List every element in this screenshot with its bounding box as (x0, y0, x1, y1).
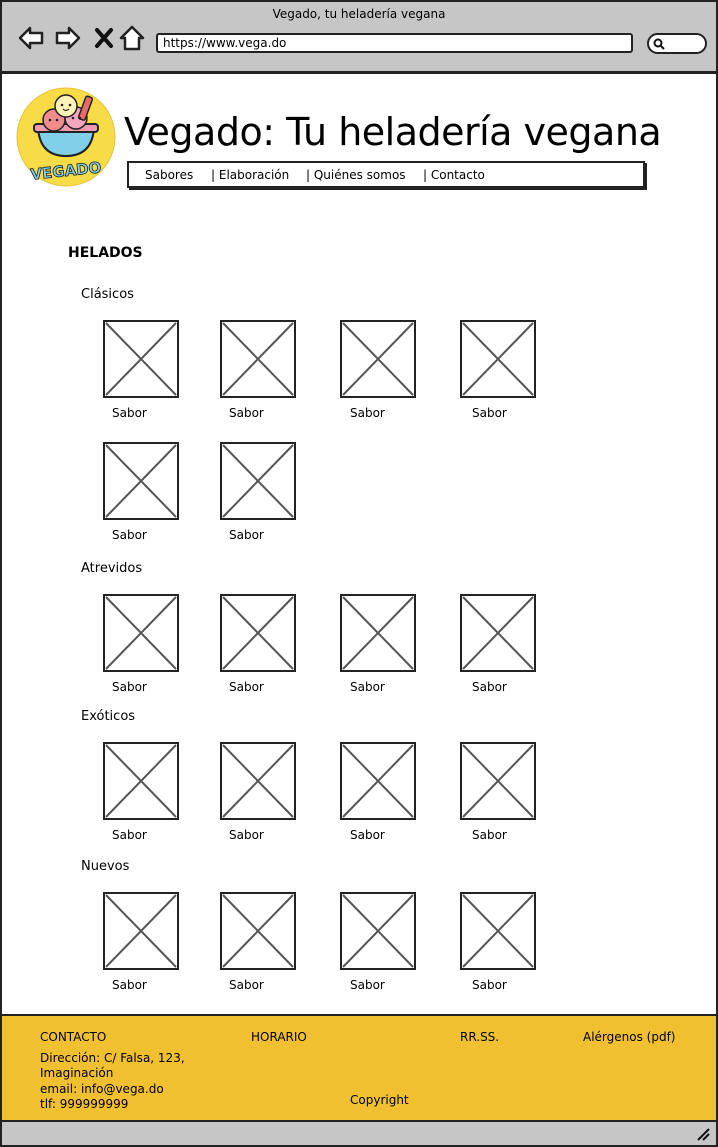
main-nav: Sabores | Elaboración | Quiénes somos | … (127, 161, 645, 188)
product-caption[interactable]: Sabor (229, 828, 264, 842)
image-placeholder-icon (462, 894, 534, 968)
site-footer: CONTACTO Dirección: C/ Falsa, 123, Imagi… (0, 1014, 718, 1120)
product-caption[interactable]: Sabor (229, 978, 264, 992)
category-title: Atrevidos (81, 561, 143, 576)
footer-address-city: Imaginación (40, 1066, 114, 1080)
product-caption[interactable]: Sabor (112, 528, 147, 542)
image-placeholder-icon (105, 744, 177, 818)
product-caption[interactable]: Sabor (229, 406, 264, 420)
window-title: Vegado, tu heladería vegana (272, 7, 446, 21)
image-placeholder-icon (105, 322, 177, 396)
product-image[interactable] (340, 320, 416, 398)
image-placeholder-icon (342, 744, 414, 818)
footer-address: Dirección: C/ Falsa, 123, (40, 1051, 185, 1065)
product-image[interactable] (460, 892, 536, 970)
allergens-link[interactable]: Alérgenos (pdf) (583, 1030, 676, 1044)
stop-button[interactable] (91, 24, 119, 52)
product-image[interactable] (460, 594, 536, 672)
product-image[interactable] (340, 742, 416, 820)
product-caption[interactable]: Sabor (350, 680, 385, 694)
product-image[interactable] (103, 594, 179, 672)
search-input[interactable] (647, 33, 707, 54)
image-placeholder-icon (222, 596, 294, 670)
home-icon (119, 25, 145, 51)
product-image[interactable] (460, 742, 536, 820)
product-image[interactable] (103, 742, 179, 820)
product-image[interactable] (103, 892, 179, 970)
footer-email[interactable]: email: info@vega.do (40, 1082, 164, 1096)
browser-toolbar: Vegado, tu heladería vegana https://www.… (0, 0, 718, 74)
product-caption[interactable]: Sabor (229, 680, 264, 694)
image-placeholder-icon (342, 894, 414, 968)
image-placeholder-icon (222, 444, 294, 518)
footer-social-heading[interactable]: RR.SS. (460, 1030, 500, 1044)
product-caption[interactable]: Sabor (112, 828, 147, 842)
image-placeholder-icon (222, 894, 294, 968)
product-caption[interactable]: Sabor (472, 680, 507, 694)
product-image[interactable] (220, 442, 296, 520)
category-title: Clásicos (81, 287, 134, 302)
product-image[interactable] (340, 594, 416, 672)
product-image[interactable] (220, 742, 296, 820)
footer-phone: tlf: 999999999 (40, 1097, 129, 1111)
image-placeholder-icon (105, 596, 177, 670)
image-placeholder-icon (222, 744, 294, 818)
product-image[interactable] (103, 320, 179, 398)
image-placeholder-icon (105, 444, 177, 518)
site-logo[interactable]: VEGADO (16, 84, 116, 190)
product-image[interactable] (340, 892, 416, 970)
back-button[interactable] (17, 24, 45, 52)
home-button[interactable] (118, 24, 146, 52)
product-image[interactable] (220, 594, 296, 672)
product-caption[interactable]: Sabor (472, 406, 507, 420)
arrow-left-icon (18, 26, 44, 50)
footer-hours-heading: HORARIO (251, 1030, 307, 1044)
image-placeholder-icon (222, 322, 294, 396)
product-caption[interactable]: Sabor (350, 406, 385, 420)
address-bar[interactable]: https://www.vega.do (156, 33, 633, 53)
arrow-right-icon (55, 26, 81, 50)
product-caption[interactable]: Sabor (472, 828, 507, 842)
page-title: Vegado: Tu heladería vegana (124, 110, 662, 154)
product-image[interactable] (220, 892, 296, 970)
nav-item-sabores[interactable]: Sabores (145, 168, 194, 182)
image-placeholder-icon (342, 322, 414, 396)
product-caption[interactable]: Sabor (472, 978, 507, 992)
search-icon (653, 38, 665, 50)
image-placeholder-icon (462, 744, 534, 818)
nav-item-elaboracion[interactable]: | Elaboración (211, 168, 290, 182)
footer-contact-heading: CONTACTO (40, 1030, 107, 1044)
product-caption[interactable]: Sabor (229, 528, 264, 542)
resize-grip-icon[interactable] (696, 1127, 710, 1141)
image-placeholder-icon (462, 596, 534, 670)
image-placeholder-icon (105, 894, 177, 968)
category-title: Nuevos (81, 859, 130, 874)
copyright-text: Copyright (350, 1093, 409, 1107)
section-title: HELADOS (68, 245, 143, 261)
image-placeholder-icon (342, 596, 414, 670)
status-bar (0, 1120, 718, 1147)
product-image[interactable] (103, 442, 179, 520)
image-placeholder-icon (462, 322, 534, 396)
product-caption[interactable]: Sabor (350, 828, 385, 842)
product-image[interactable] (460, 320, 536, 398)
nav-item-quienes-somos[interactable]: | Quiénes somos (306, 168, 406, 182)
close-icon (95, 28, 113, 48)
product-caption[interactable]: Sabor (112, 406, 147, 420)
product-caption[interactable]: Sabor (350, 978, 385, 992)
product-image[interactable] (220, 320, 296, 398)
product-caption[interactable]: Sabor (112, 978, 147, 992)
category-title: Exóticos (81, 709, 136, 724)
forward-button[interactable] (54, 24, 82, 52)
product-caption[interactable]: Sabor (112, 680, 147, 694)
nav-item-contacto[interactable]: | Contacto (423, 168, 485, 182)
